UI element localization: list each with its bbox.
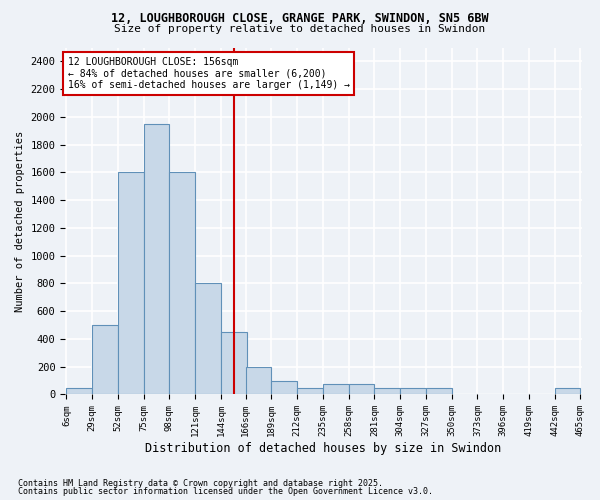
Bar [92, 325, 118, 394]
Bar [67, 388, 92, 394]
Bar [349, 384, 374, 394]
Bar [271, 380, 297, 394]
X-axis label: Distribution of detached houses by size in Swindon: Distribution of detached houses by size … [145, 442, 502, 455]
Bar [554, 388, 580, 394]
Bar [169, 172, 195, 394]
Text: 12 LOUGHBOROUGH CLOSE: 156sqm
← 84% of detached houses are smaller (6,200)
16% o: 12 LOUGHBOROUGH CLOSE: 156sqm ← 84% of d… [68, 57, 350, 90]
Bar [195, 284, 221, 395]
Bar [323, 384, 349, 394]
Bar [143, 124, 169, 394]
Text: 12, LOUGHBOROUGH CLOSE, GRANGE PARK, SWINDON, SN5 6BW: 12, LOUGHBOROUGH CLOSE, GRANGE PARK, SWI… [111, 12, 489, 26]
Text: Contains HM Land Registry data © Crown copyright and database right 2025.: Contains HM Land Registry data © Crown c… [18, 478, 383, 488]
Bar [297, 388, 323, 394]
Bar [374, 388, 400, 394]
Bar [221, 332, 247, 394]
Y-axis label: Number of detached properties: Number of detached properties [15, 130, 25, 312]
Bar [400, 388, 426, 394]
Bar [426, 388, 452, 394]
Text: Contains public sector information licensed under the Open Government Licence v3: Contains public sector information licen… [18, 487, 433, 496]
Bar [118, 172, 143, 394]
Bar [245, 366, 271, 394]
Text: Size of property relative to detached houses in Swindon: Size of property relative to detached ho… [115, 24, 485, 34]
